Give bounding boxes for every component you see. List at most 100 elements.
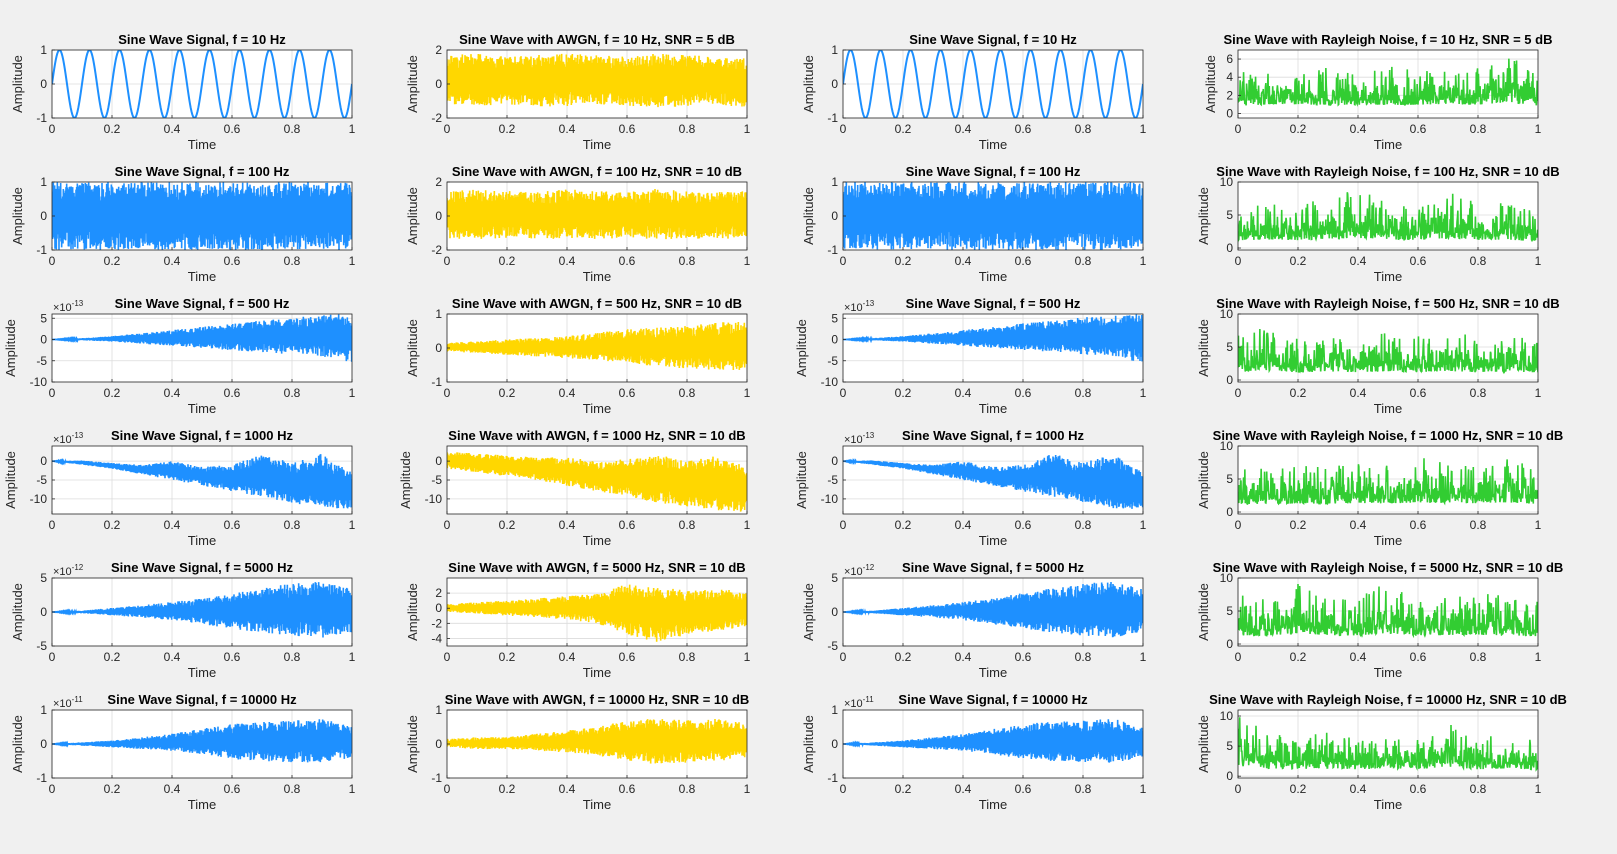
series-line [843,50,1143,118]
x-tick-label: 0.4 [164,386,181,400]
x-tick-label: 0.2 [895,650,912,664]
x-tick-label: 1 [1140,650,1147,664]
x-tick-label: 0.8 [1470,254,1487,268]
y-tick-label: 5 [1226,340,1233,354]
subplot-title: Sine Wave Signal, f = 10000 Hz [107,692,297,707]
series-line [447,189,747,240]
x-tick-label: 0.4 [955,782,972,796]
x-tick-label: 0 [1235,254,1242,268]
x-tick-label: 0.4 [1350,254,1367,268]
x-tick-label: 0.6 [1410,650,1427,664]
subplot-title: Sine Wave Signal, f = 500 Hz [906,296,1081,311]
x-tick-label: 1 [1535,386,1542,400]
x-tick-label: 0.8 [679,254,696,268]
axes-box [1237,709,1539,779]
x-tick-label: 0.2 [499,518,516,532]
x-tick-label: 0 [840,782,847,796]
y-tick-label: 0 [435,209,442,223]
x-tick-label: 0.6 [1410,122,1427,136]
y-tick-label: 1 [40,703,47,717]
x-axis-label: Time [979,665,1007,680]
series-line [843,182,1143,250]
x-axis-label: Time [188,137,216,152]
series-line [52,182,352,250]
x-tick-label: 0.4 [559,254,576,268]
axes-box [1237,313,1539,383]
x-tick-label: 0.8 [679,518,696,532]
x-axis-label: Time [1374,269,1402,284]
y-tick-label: 10 [1220,175,1234,189]
x-tick-label: 0 [49,122,56,136]
y-tick-label: -1 [827,243,838,257]
y-tick-label: 2 [1226,88,1233,102]
y-axis-label: Amplitude [10,715,25,773]
x-tick-label: 0.6 [224,122,241,136]
x-tick-label: 0.6 [224,518,241,532]
x-tick-label: 0.6 [619,122,636,136]
x-tick-label: 0.4 [1350,122,1367,136]
x-tick-label: 0.2 [104,254,121,268]
x-tick-label: 1 [744,518,751,532]
x-tick-label: 0.8 [284,650,301,664]
x-axis-label: Time [979,401,1007,416]
series-line [447,53,747,108]
series-line [1238,458,1538,506]
axis-exponent: ×10-12 [844,563,875,578]
x-tick-label: 0.8 [284,518,301,532]
x-tick-label: 1 [1535,650,1542,664]
y-tick-label: -1 [431,771,442,785]
y-tick-label: 0 [831,333,838,347]
y-tick-label: 0 [40,209,47,223]
subplot-title: Sine Wave with Rayleigh Noise, f = 10000… [1209,692,1567,707]
x-tick-label: 0.4 [1350,650,1367,664]
x-tick-label: 0.8 [679,650,696,664]
x-tick-label: 0.4 [559,782,576,796]
series-line [843,582,1143,638]
x-tick-label: 0.4 [559,386,576,400]
axis-exponent: ×10-13 [53,431,84,446]
axes-box [51,313,353,383]
y-tick-label: 0 [435,454,442,468]
x-tick-label: 0.8 [1470,386,1487,400]
x-tick-label: 1 [744,782,751,796]
y-axis-label: Amplitude [405,187,420,245]
y-tick-label: 0 [831,209,838,223]
y-tick-label: -1 [431,375,442,389]
axes-box [446,577,748,647]
x-tick-label: 0.8 [1075,782,1092,796]
subplot-title: Sine Wave Signal, f = 10000 Hz [898,692,1088,707]
x-tick-label: 1 [349,254,356,268]
x-tick-label: 0 [840,518,847,532]
x-tick-label: 0 [840,386,847,400]
x-tick-label: 1 [1140,386,1147,400]
x-tick-label: 0.8 [1470,650,1487,664]
y-tick-label: 5 [1226,604,1233,618]
x-tick-label: 0.4 [955,254,972,268]
x-tick-label: 0 [444,386,451,400]
y-tick-label: 5 [1226,739,1233,753]
y-tick-label: -5 [36,639,47,653]
y-axis-label: Amplitude [405,583,420,641]
x-tick-label: 0 [444,254,451,268]
x-axis-label: Time [583,401,611,416]
subplot-2-2: 0 0.2 0.4 0.6 0.8 1 -10 -5 0 5 Time Amplitude ×10-13… [794,296,1147,416]
y-tick-label: -5 [827,639,838,653]
x-tick-label: 0.4 [559,122,576,136]
x-axis-label: Time [583,797,611,812]
x-tick-label: 1 [1140,254,1147,268]
y-tick-label: 5 [40,311,47,325]
x-tick-label: 0.2 [895,782,912,796]
y-tick-label: 0 [1226,241,1233,255]
subplot-title: Sine Wave with Rayleigh Noise, f = 500 H… [1216,296,1559,311]
x-tick-label: 0.4 [164,254,181,268]
x-tick-label: 0.4 [559,650,576,664]
x-axis-label: Time [583,269,611,284]
y-tick-label: -10 [821,492,839,506]
x-tick-label: 1 [744,122,751,136]
x-tick-label: 0.6 [224,782,241,796]
x-tick-label: 0.4 [164,518,181,532]
series-line [447,452,747,512]
